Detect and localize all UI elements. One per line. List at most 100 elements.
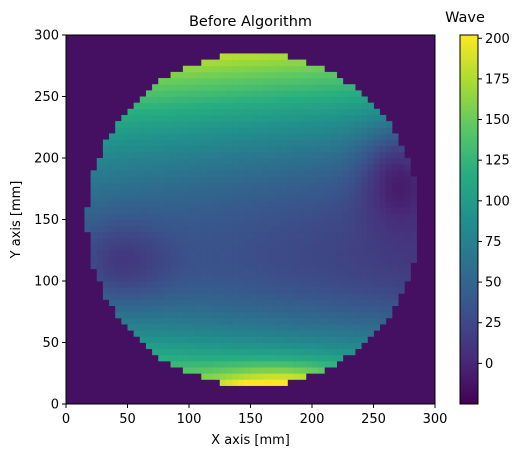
heatmap-cell [213,194,221,202]
heatmap-cell [275,244,282,251]
heatmap-cell [373,268,381,276]
heatmap-cell [312,225,319,233]
heatmap-cell [299,237,307,245]
heatmap-cell [324,274,331,282]
heatmap-cell [158,293,165,300]
heatmap-cell [164,299,171,306]
heatmap-cell [207,78,214,85]
heatmap-cell [361,188,368,196]
heatmap-cell [219,287,227,294]
heatmap-cell [207,311,214,319]
heatmap-cell [182,274,190,282]
heatmap-cell [219,114,227,122]
heatmap-cell [219,59,227,67]
heatmap-cell [219,256,227,263]
heatmap-cell [158,108,165,116]
heatmap-cell [342,90,350,97]
heatmap-cell [336,158,344,165]
heatmap-cell [109,262,116,270]
heatmap-cell [195,244,202,251]
heatmap-cell [293,268,301,276]
heatmap-cell [250,342,258,350]
heatmap-cell [361,231,368,239]
heatmap-cell [268,90,276,97]
heatmap-cell [318,231,325,239]
heatmap-cell [293,207,301,214]
heatmap-cell [152,164,159,171]
heatmap-cell [342,219,350,227]
heatmap-cell [355,219,362,227]
heatmap-cell [355,188,362,196]
heatmap-cell [182,139,190,147]
heatmap-cell [275,336,282,343]
heatmap-cell [121,274,128,282]
heatmap-cell [281,244,288,251]
heatmap-cell [189,71,196,79]
heatmap-cell [96,213,104,220]
heatmap-cell [244,281,251,288]
heatmap-cell [256,139,264,147]
heatmap-cell [404,201,411,208]
heatmap-cell [287,373,294,380]
heatmap-cell [348,311,356,319]
heatmap-cell [176,299,184,306]
heatmap-cell [115,139,122,147]
heatmap-cell [133,114,141,122]
heatmap-cell [287,151,294,159]
heatmap-cell [238,71,245,79]
heatmap-cell [176,158,184,165]
heatmap-cell [207,354,214,362]
heatmap-cell [170,121,178,128]
heatmap-cell [238,244,245,251]
heatmap-cell [145,244,153,251]
heatmap-cell [90,170,98,177]
heatmap-cell [207,268,214,276]
heatmap-cell [293,317,301,325]
heatmap-cell [398,145,405,153]
heatmap-cell [225,219,233,227]
heatmap-cell [281,108,288,116]
heatmap-cell [238,250,245,257]
heatmap-cell [281,65,288,73]
heatmap-cell [262,305,270,313]
heatmap-cell [189,139,196,147]
heatmap-cell [336,250,344,257]
heatmap-cell [312,170,319,177]
heatmap-cell [318,330,325,337]
heatmap-cell [391,182,399,190]
heatmap-cell [367,188,374,196]
heatmap-cell [398,151,405,159]
heatmap-cell [145,250,153,257]
heatmap-cell [287,281,294,288]
heatmap-cell [115,213,122,220]
heatmap-cell [262,256,270,263]
heatmap-cell [207,324,214,331]
heatmap-cell [305,348,313,356]
heatmap-cell [361,201,368,208]
heatmap-cell [182,317,190,325]
heatmap-cell [201,133,208,140]
heatmap-cell [410,244,417,251]
heatmap-cell [348,237,356,245]
heatmap-cell [219,151,227,159]
heatmap-cell [398,176,405,183]
heatmap-cell [262,299,270,306]
heatmap-cell [342,213,350,220]
heatmap-cell [109,213,116,220]
heatmap-cell [293,78,301,85]
heatmap-cell [275,360,282,368]
heatmap-cell [164,262,171,270]
heatmap-cell [195,201,202,208]
heatmap-cell [213,373,221,380]
heatmap-cell [318,108,325,116]
x-axis-label: X axis [mm] [211,433,290,448]
heatmap-cell [250,151,258,159]
heatmap-cell [189,256,196,263]
heatmap-cell [96,268,104,276]
heatmap-cell [139,108,147,116]
heatmap-cell [281,237,288,245]
heatmap-cell [287,354,294,362]
heatmap-cell [189,194,196,202]
heatmap-cell [355,342,362,350]
heatmap-cell [348,299,356,306]
